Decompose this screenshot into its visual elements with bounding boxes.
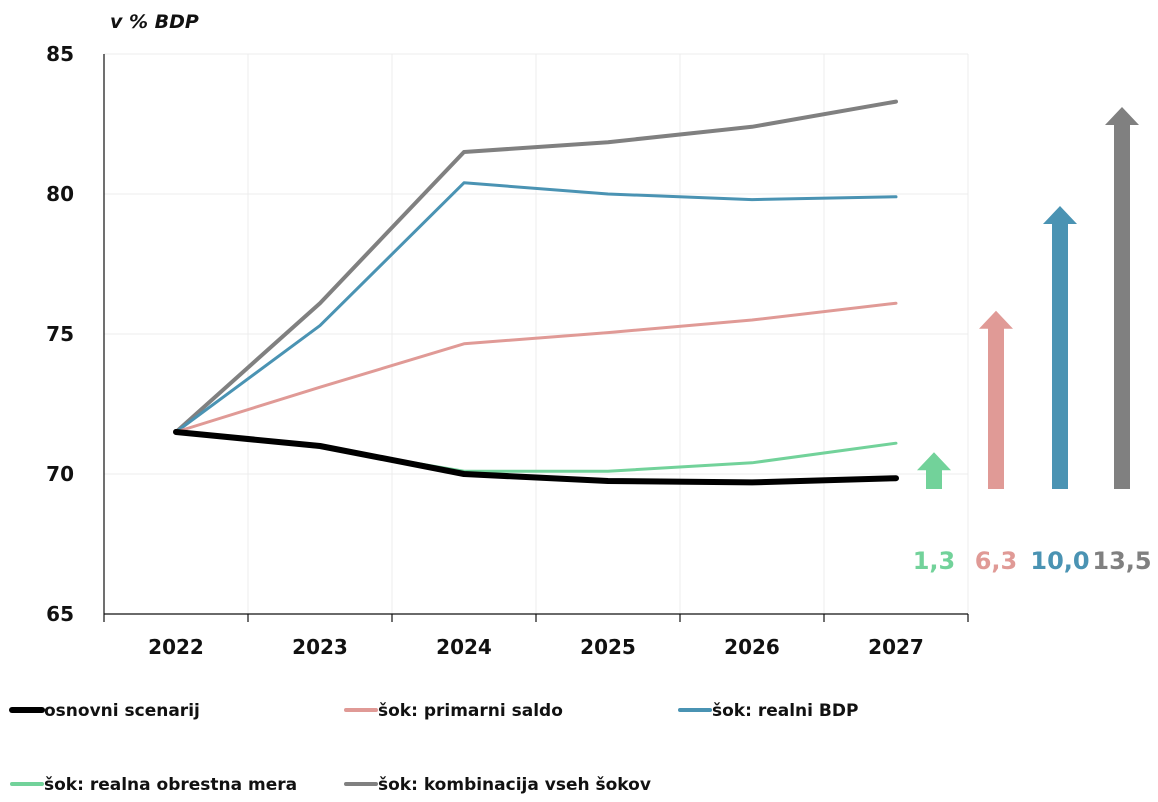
delta-arrow xyxy=(979,310,1013,489)
x-tick-label: 2023 xyxy=(292,635,348,659)
legend-item: šok: realni BDP xyxy=(678,701,858,721)
delta-arrow xyxy=(1105,106,1139,489)
x-tick-label: 2026 xyxy=(724,635,780,659)
legend-label: šok: primarni saldo xyxy=(378,701,563,721)
series-line xyxy=(174,301,898,434)
delta-label: 13,5 xyxy=(1092,547,1151,575)
legend-label: šok: kombinacija vseh šokov xyxy=(378,775,651,795)
legend: osnovni scenarij šok: primarni saldo šok: … xyxy=(9,701,858,795)
delta-label: 1,3 xyxy=(913,547,956,575)
delta-arrow xyxy=(1043,206,1077,489)
legend-item: šok: primarni saldo xyxy=(344,701,563,721)
legend-item: osnovni scenarij xyxy=(9,701,200,721)
x-tick-label: 2025 xyxy=(580,635,636,659)
delta-label: 6,3 xyxy=(975,547,1018,575)
gridlines xyxy=(104,53,969,614)
y-tick-label: 85 xyxy=(46,42,74,66)
legend-label: šok: realna obrestna mera xyxy=(44,775,297,795)
axes: v % BDP 65 70 75 80 85 2022 2023 2024 2025 2026 20… xyxy=(46,11,969,659)
series-line xyxy=(173,429,899,486)
legend-item: šok: realna obrestna mera xyxy=(10,775,297,795)
legend-item: šok: kombinacija vseh šokov xyxy=(344,775,651,795)
y-tick-label: 65 xyxy=(46,602,74,626)
x-tick-label: 2024 xyxy=(436,635,492,659)
series-line xyxy=(174,181,898,434)
series-line xyxy=(174,99,898,434)
legend-label: osnovni scenarij xyxy=(44,701,200,721)
y-tick-label: 70 xyxy=(46,462,74,486)
y-tick-label: 80 xyxy=(46,182,74,206)
delta-label: 10,0 xyxy=(1030,547,1089,575)
legend-label: šok: realni BDP xyxy=(712,701,858,721)
delta-arrows: 1,3 6,3 10,0 13,5 xyxy=(913,106,1152,575)
delta-arrow xyxy=(917,452,951,489)
series-lines xyxy=(173,99,899,486)
x-tick-label: 2022 xyxy=(148,635,204,659)
x-tick-label: 2027 xyxy=(868,635,924,659)
y-tick-label: 75 xyxy=(46,322,74,346)
y-axis-unit-label: v % BDP xyxy=(110,11,199,33)
